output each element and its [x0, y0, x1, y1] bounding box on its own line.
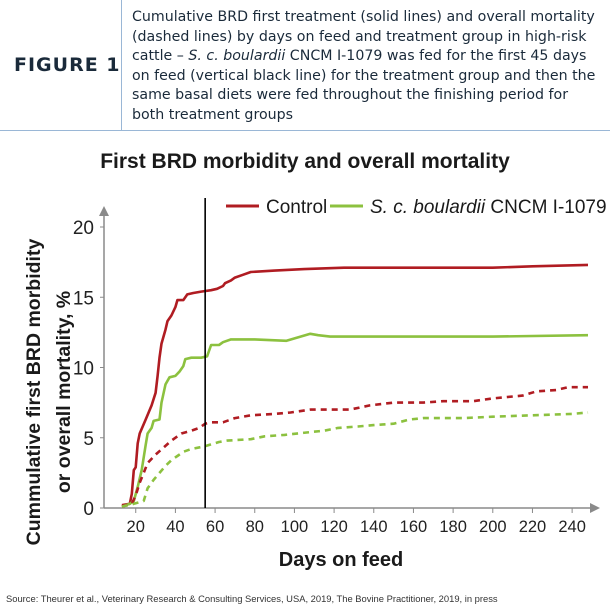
chart-series [121, 263, 589, 508]
legend-label-part: CNCM I-1079 [485, 197, 606, 218]
y-tick-label: 10 [73, 359, 94, 380]
caption-part: S. c. boulardii [188, 48, 286, 64]
line-chart: Cummulative first BRD morbidity or overal… [23, 197, 607, 571]
chart-ticks: 0 5 10 15 20 20 40 60 80 100 120 140 160 180 200 220 240 [73, 218, 586, 536]
x-tick-label: 160 [400, 518, 428, 536]
series-line-2 [121, 385, 588, 508]
y-tick-label: 15 [73, 288, 94, 309]
x-tick-label: 100 [281, 518, 309, 536]
series-line-1 [121, 332, 589, 508]
chart-title: First BRD morbidity and overall mortalit… [100, 150, 510, 173]
y-axis-label: Cummulative first BRD morbidity or overal… [23, 239, 75, 546]
x-axis-label: Days on feed [279, 549, 403, 571]
x-tick-label: 20 [127, 518, 145, 536]
x-tick-label: 240 [558, 518, 586, 536]
y-tick-label: 0 [83, 499, 94, 520]
x-tick-label: 60 [206, 518, 224, 536]
series-line-0 [121, 263, 589, 507]
x-tick-label: 120 [320, 518, 348, 536]
x-tick-label: 200 [479, 518, 507, 536]
series-line-3 [121, 411, 589, 508]
legend-label: S. c. boulardii CNCM I-1079 [370, 197, 607, 218]
x-tick-label: 40 [166, 518, 184, 536]
legend-label-part: S. c. boulardii [370, 197, 486, 218]
legend-label: Control [266, 197, 327, 218]
x-tick-label: 180 [439, 518, 467, 536]
figure-header: FIGURE 1 Cumulative BRD first treatment … [0, 0, 610, 131]
x-tick-label: 80 [246, 518, 264, 536]
figure-label: FIGURE 1 [0, 0, 122, 130]
y-axis-label-line: Cummulative first BRD morbidity [23, 239, 45, 546]
chart-axes [99, 206, 600, 513]
y-tick-label: 5 [83, 429, 94, 450]
figure-caption: Cumulative BRD first treatment (solid li… [132, 8, 602, 125]
caption-part: CNCM I-1079 was fed for the first 45 day… [132, 48, 596, 123]
y-tick-label: 20 [73, 218, 94, 239]
legend-label-part: Control [266, 197, 327, 218]
chart-legend: Control S. c. boulardii CNCM I-1079 [226, 197, 607, 218]
x-tick-label: 140 [360, 518, 388, 536]
source-note: Source: Theurer et al., Veterinary Resea… [6, 593, 498, 604]
x-tick-label: 220 [519, 518, 547, 536]
x-axis-arrow-icon [590, 503, 600, 513]
y-axis-label-line: or overall mortality, % [53, 291, 75, 493]
y-axis-arrow-icon [99, 206, 109, 216]
caption-part: Cumulative BRD first treatment (solid li… [132, 9, 595, 64]
